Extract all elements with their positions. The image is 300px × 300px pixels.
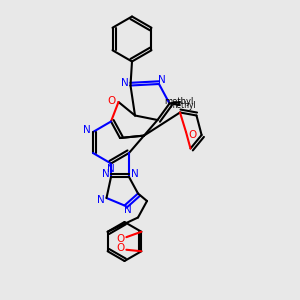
Text: N: N xyxy=(102,169,110,179)
Text: O: O xyxy=(116,234,124,244)
Text: O: O xyxy=(108,95,116,106)
Text: N: N xyxy=(124,205,131,215)
Text: N: N xyxy=(82,124,90,135)
Text: O: O xyxy=(188,130,197,140)
Text: N: N xyxy=(130,169,138,179)
Text: N: N xyxy=(121,78,129,88)
Text: O: O xyxy=(116,243,124,253)
Text: N: N xyxy=(158,75,166,85)
Text: N: N xyxy=(107,164,115,174)
Text: methyl: methyl xyxy=(164,98,193,106)
Text: N: N xyxy=(97,195,105,206)
Text: methyl: methyl xyxy=(169,101,196,110)
